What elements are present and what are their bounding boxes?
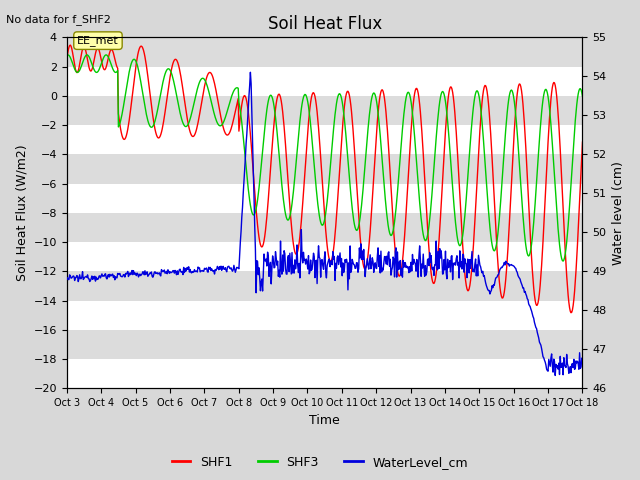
Text: No data for f_SHF2: No data for f_SHF2 bbox=[6, 14, 111, 25]
WaterLevel_cm bbox=[552, 372, 559, 378]
Bar bbox=[67, 125, 582, 155]
SHF3 bbox=[102, 52, 110, 58]
WaterLevel_cm bbox=[72, 275, 80, 280]
X-axis label: Time: Time bbox=[309, 414, 340, 427]
SHF1 bbox=[205, 70, 213, 75]
Y-axis label: Water level (cm): Water level (cm) bbox=[612, 161, 625, 265]
Bar bbox=[67, 155, 582, 183]
Line: SHF3: SHF3 bbox=[67, 55, 582, 261]
Title: Soil Heat Flux: Soil Heat Flux bbox=[268, 15, 381, 33]
SHF1 bbox=[179, 83, 186, 88]
Bar bbox=[67, 300, 582, 330]
Bar bbox=[67, 359, 582, 388]
SHF3 bbox=[205, 92, 213, 97]
Y-axis label: Soil Heat Flux (W/m2): Soil Heat Flux (W/m2) bbox=[15, 144, 28, 281]
WaterLevel_cm bbox=[388, 267, 396, 273]
SHF3 bbox=[559, 258, 567, 264]
WaterLevel_cm bbox=[63, 276, 70, 282]
Line: SHF1: SHF1 bbox=[67, 45, 582, 312]
Bar bbox=[67, 67, 582, 96]
SHF3 bbox=[63, 53, 70, 59]
Bar bbox=[67, 96, 582, 125]
SHF1 bbox=[67, 42, 74, 48]
SHF3 bbox=[72, 69, 80, 74]
WaterLevel_cm bbox=[246, 70, 254, 75]
Bar bbox=[67, 330, 582, 359]
Bar bbox=[67, 271, 582, 300]
SHF1 bbox=[388, 197, 396, 203]
Bar bbox=[67, 242, 582, 271]
SHF1 bbox=[403, 199, 411, 205]
Bar bbox=[67, 37, 582, 67]
Text: EE_met: EE_met bbox=[77, 35, 119, 46]
WaterLevel_cm bbox=[178, 269, 186, 275]
SHF1 bbox=[126, 112, 134, 118]
SHF3 bbox=[388, 232, 396, 238]
Bar bbox=[67, 183, 582, 213]
Line: WaterLevel_cm: WaterLevel_cm bbox=[67, 72, 582, 375]
WaterLevel_cm bbox=[125, 270, 133, 276]
WaterLevel_cm bbox=[205, 264, 212, 270]
SHF3 bbox=[179, 118, 186, 124]
Legend: SHF1, SHF3, WaterLevel_cm: SHF1, SHF3, WaterLevel_cm bbox=[166, 451, 474, 474]
WaterLevel_cm bbox=[579, 360, 586, 366]
SHF1 bbox=[579, 139, 586, 145]
WaterLevel_cm bbox=[403, 263, 411, 269]
SHF1 bbox=[73, 70, 81, 75]
SHF3 bbox=[403, 92, 411, 98]
SHF3 bbox=[126, 66, 134, 72]
SHF3 bbox=[579, 94, 586, 99]
Bar bbox=[67, 213, 582, 242]
SHF1 bbox=[567, 310, 575, 315]
SHF1 bbox=[63, 56, 70, 62]
